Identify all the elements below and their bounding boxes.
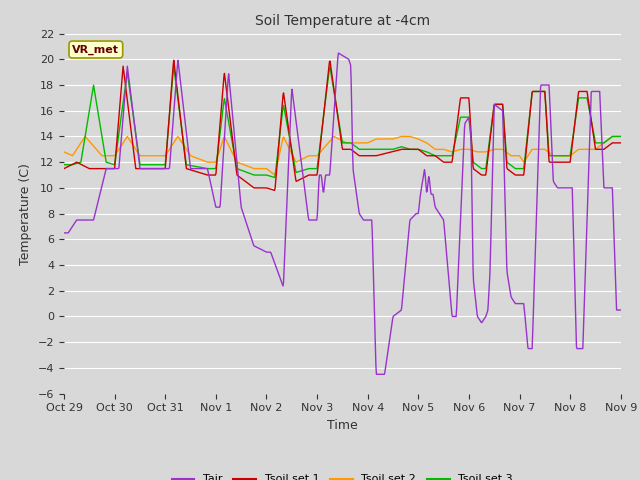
Tsoil set 1 [182,157,189,163]
Title: Soil Temperature at -4cm: Soil Temperature at -4cm [255,14,430,28]
Legend: Tair, Tsoil set 1, Tsoil set 2, Tsoil set 3: Tair, Tsoil set 1, Tsoil set 2, Tsoil se… [167,470,518,480]
Tair [617,307,625,313]
Tsoil set 1 [170,57,178,63]
Text: VR_met: VR_met [72,44,119,55]
Tsoil set 1 [60,166,68,171]
Tsoil set 1 [271,188,278,193]
Tsoil set 1 [445,159,453,165]
Tsoil set 3 [170,64,178,70]
Tsoil set 3 [461,114,468,120]
Tsoil set 2 [273,164,280,170]
Tsoil set 3 [445,153,453,158]
Tair [600,173,607,179]
Tsoil set 1 [600,146,607,152]
Tair [181,117,189,122]
Tsoil set 2 [250,166,257,171]
Tsoil set 1 [617,140,625,146]
Tair [445,282,453,288]
Tsoil set 2 [461,146,468,152]
Tsoil set 3 [60,162,68,168]
Line: Tsoil set 1: Tsoil set 1 [64,60,621,191]
Tsoil set 1 [461,95,468,101]
Tsoil set 3 [273,155,281,160]
Line: Tair: Tair [64,53,621,374]
Tsoil set 3 [250,172,258,178]
Tair [250,242,257,248]
X-axis label: Time: Time [327,419,358,432]
Tsoil set 2 [271,172,278,178]
Tsoil set 3 [617,133,625,139]
Tsoil set 2 [60,149,68,155]
Tsoil set 2 [617,133,625,139]
Tair [335,50,342,56]
Tair [60,230,68,236]
Tsoil set 2 [600,141,607,146]
Tsoil set 2 [398,133,406,139]
Y-axis label: Temperature (C): Temperature (C) [19,163,32,264]
Line: Tsoil set 3: Tsoil set 3 [64,67,621,178]
Line: Tsoil set 2: Tsoil set 2 [64,136,621,175]
Tsoil set 1 [250,185,258,191]
Tsoil set 2 [181,144,189,150]
Tsoil set 3 [271,175,278,180]
Tair [273,264,280,270]
Tair [372,372,380,377]
Tsoil set 2 [445,148,453,154]
Tsoil set 3 [182,155,189,160]
Tsoil set 3 [600,140,607,146]
Tair [461,124,468,130]
Tsoil set 1 [273,160,281,166]
